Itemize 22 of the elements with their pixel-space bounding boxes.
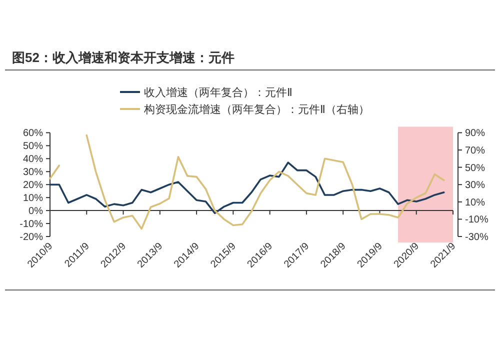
legend-label: 构资现金流增速（两年复合）：元件Ⅱ（右轴）	[143, 103, 370, 116]
y2-tick-label: 10%	[465, 197, 486, 208]
y-tick-label: 30%	[22, 167, 44, 178]
y2-tick-label: -10%	[465, 214, 488, 226]
line-series	[49, 162, 445, 214]
legend-item: 构资现金流增速（两年复合）：元件Ⅱ（右轴）	[120, 104, 370, 116]
y2-tick-label: 90%	[465, 128, 486, 140]
chart-title: 图52：收入增速和资本开支增速：元件	[12, 50, 234, 65]
y-tick-label: 60%	[22, 128, 44, 140]
y2-tick-label: 70%	[465, 146, 486, 156]
y-tick-label: 10%	[22, 193, 44, 204]
legend-label: 收入增速（两年复合）：元件Ⅱ	[144, 86, 292, 99]
y-tick-label: 0%	[28, 206, 44, 218]
legend-item: 收入增速（两年复合）：元件Ⅱ	[120, 87, 292, 99]
y-tick-label: 50%	[22, 141, 44, 152]
y2-tick-label: 30%	[465, 180, 486, 192]
y2-tick-label: -30%	[465, 232, 488, 243]
y2-tick-label: 50%	[465, 162, 486, 174]
y-tick-label: 40%	[22, 154, 44, 166]
y-tick-label: -10%	[20, 219, 44, 230]
y-tick-label: -20%	[20, 232, 44, 243]
y-tick-label: 20%	[22, 180, 44, 192]
